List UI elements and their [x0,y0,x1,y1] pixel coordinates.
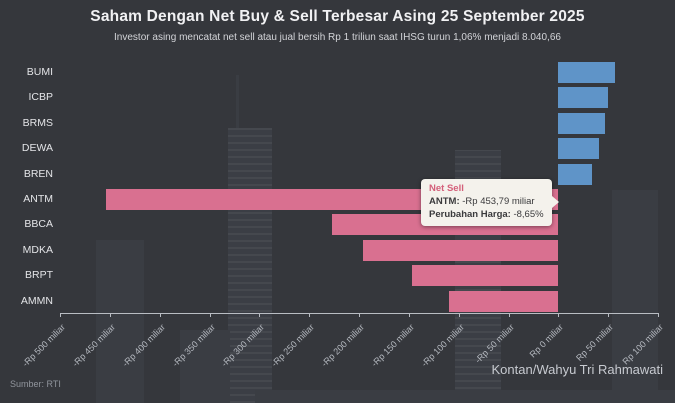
tooltip-arrow [551,196,559,208]
tooltip-stock-value: -Rp 453,79 miliar [459,195,535,207]
building-silhouette [612,190,658,403]
category-label-bren: BREN [23,167,53,180]
category-label-brms: BRMS [22,116,53,129]
x-axis-tick [508,313,510,317]
source-credit: Sumber: RTI [10,379,61,389]
x-axis-tick [259,313,261,317]
bar-brms[interactable] [558,112,606,134]
category-label-bbca: BBCA [24,218,53,231]
x-axis-tick [558,313,560,317]
bar-bren[interactable] [558,163,593,185]
category-label-icbp: ICBP [28,91,53,104]
building-silhouette [96,240,144,403]
x-axis-tick [608,313,610,317]
page-title: Saham Dengan Net Buy & Sell Terbesar Asi… [90,8,585,25]
bar-mdka[interactable] [362,239,559,261]
category-label-mdka: MDKA [22,243,53,256]
tooltip-price-change-line: Perubahan Harga: -8,65% [429,209,544,222]
category-label-ammn: AMMN [20,294,53,307]
author-credit: Kontan/Wahyu Tri Rahmawati [491,362,663,377]
x-axis-tick [658,313,659,317]
x-axis-tick [109,313,111,317]
category-label-bumi: BUMI [26,66,53,78]
category-label-antm: ANTM [23,193,53,205]
bar-bumi[interactable] [558,62,616,83]
tooltip-change-label: Perubahan Harga: [429,208,511,220]
x-axis-tick [458,313,460,317]
chart-tooltip: Net Sell ANTM: -Rp 453,79 miliar Perubah… [421,179,559,227]
tooltip-net-sell-line: ANTM: -Rp 453,79 miliar [429,196,544,209]
x-axis-tick [60,313,61,317]
tooltip-stock-label: ANTM: [429,195,460,207]
building-silhouette [180,330,230,403]
category-label-brpt: BRPT [24,269,53,282]
tooltip-change-value: -8,65% [510,208,544,220]
building-spire [236,75,239,135]
page-subtitle: Investor asing mencatat net sell atau ju… [114,32,561,43]
building-base-band [255,390,675,403]
x-axis-tick [309,313,311,317]
bar-brpt[interactable] [411,265,559,287]
tooltip-title: Net Sell [429,183,464,194]
bar-ammn[interactable] [448,290,559,312]
building-silhouette [228,128,272,403]
net-buy-sell-bar-chart: BUMI ICBP BRMS DEWA BREN ANTM BBCA MDKA BRPT AMMN… [0,55,675,385]
x-axis-tick-label: -Rp 500 miliar [20,322,68,369]
x-axis-tick [209,313,211,317]
bar-dewa[interactable] [558,138,600,160]
bar-icbp[interactable] [558,87,609,109]
x-axis-tick [359,313,360,317]
x-axis-tick [159,313,161,317]
category-label-dewa: DEWA [21,142,53,155]
x-axis-tick [408,313,410,317]
